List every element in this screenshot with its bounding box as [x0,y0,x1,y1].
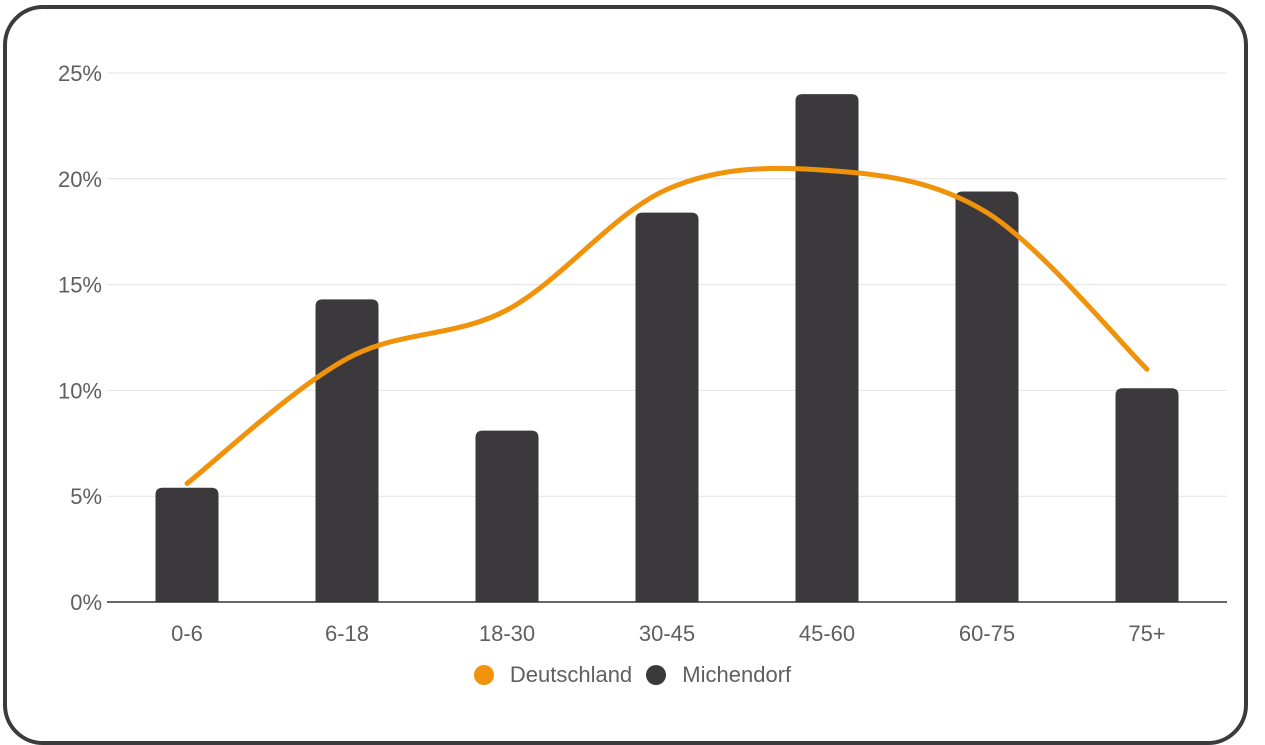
y-axis-ticks: 0% 5% 10% 15% 20% 25% [58,61,102,615]
bar [475,430,539,602]
x-tick-label: 60-75 [959,621,1015,646]
y-tick-label: 5% [70,484,102,509]
legend-marker-michendorf [646,665,667,685]
bar [315,299,379,602]
y-tick-label: 15% [58,273,102,298]
chart-card [3,5,1248,745]
x-tick-label: 0-6 [171,621,203,646]
bar [1115,388,1179,602]
bar [635,212,699,602]
bar [795,94,859,602]
x-tick-label: 75+ [1128,621,1165,646]
x-tick-label: 45-60 [799,621,855,646]
x-tick-label: 18-30 [479,621,535,646]
line-deutschland [184,165,1150,487]
legend: Deutschland Michendorf [0,662,1265,691]
bar [155,487,219,602]
x-tick-label: 30-45 [639,621,695,646]
chart-plot: 0% 5% 10% 15% 20% 25% 0-6 6-18 18-30 30-45 45-60 6… [58,61,1227,646]
legend-label-deutschland: Deutschland [509,662,633,687]
bars-michendorf [155,94,1179,602]
y-tick-label: 0% [70,590,102,615]
legend-item-michendorf[interactable]: Michendorf [646,662,791,688]
legend-label-michendorf: Michendorf [682,662,792,687]
y-tick-label: 10% [58,378,102,403]
bar [955,191,1019,602]
x-tick-label: 6-18 [325,621,369,646]
legend-marker-deutschland [473,665,494,685]
y-tick-label: 25% [58,61,102,86]
x-axis-ticks: 0-6 6-18 18-30 30-45 45-60 60-75 75+ [171,621,1166,646]
y-tick-label: 20% [58,167,102,192]
legend-item-deutschland[interactable]: Deutschland [473,662,633,688]
